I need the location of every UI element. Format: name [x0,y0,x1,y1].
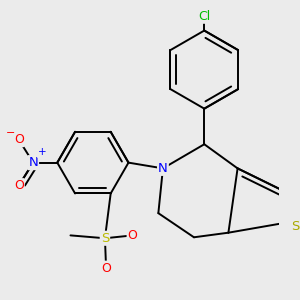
Text: S: S [291,220,299,232]
Text: O: O [14,133,24,146]
Text: S: S [101,232,109,245]
Text: O: O [128,229,137,242]
Text: +: + [38,147,46,157]
Text: N: N [28,156,38,169]
Text: O: O [14,179,24,192]
Text: −: − [5,128,15,138]
Text: Cl: Cl [198,10,210,23]
Text: N: N [158,162,168,175]
Text: O: O [101,262,111,275]
